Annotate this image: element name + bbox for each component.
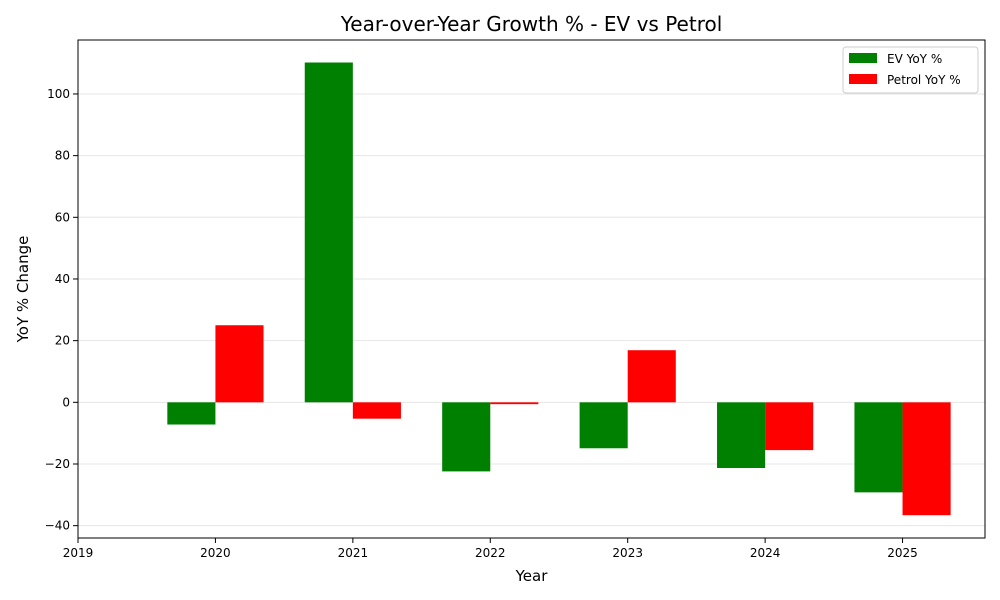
legend-swatch	[849, 53, 877, 63]
petrol-bar-2021	[352, 402, 401, 419]
ev-bar-2024	[717, 402, 766, 469]
y-tick-label: 80	[55, 149, 70, 163]
bars	[167, 62, 951, 516]
petrol-bar-2020	[215, 325, 264, 403]
y-tick-label: 100	[47, 87, 70, 101]
y-axis-label: YoY % Change	[14, 236, 32, 344]
petrol-bar-2025	[902, 402, 951, 516]
legend: EV YoY % Petrol YoY %	[842, 46, 979, 94]
plot-frame	[77, 39, 986, 539]
ev-bar-2022	[442, 402, 491, 472]
y-tick-label: −40	[45, 519, 70, 533]
y-tick-label: 20	[55, 334, 70, 348]
y-tick-label: 40	[55, 272, 70, 286]
petrol-bar-2022	[490, 402, 539, 405]
x-tick-label: 2021	[338, 546, 369, 560]
petrol-bar-2023	[627, 350, 676, 403]
legend-label: EV YoY %	[887, 52, 942, 66]
x-tick-label: 2025	[887, 546, 918, 560]
y-tick-label: −20	[45, 457, 70, 471]
x-tick-label: 2020	[200, 546, 231, 560]
x-tick-label: 2019	[63, 546, 94, 560]
ev-bar-2025	[854, 402, 903, 493]
ev-bar-2023	[579, 402, 628, 449]
x-axis-label: Year	[515, 567, 549, 585]
x-tick-label: 2023	[612, 546, 643, 560]
legend-swatch	[849, 74, 877, 84]
legend-label: Petrol YoY %	[887, 73, 961, 87]
chart-title: Year-over-Year Growth % - EV vs Petrol	[340, 12, 723, 36]
y-tick-label: 60	[55, 210, 70, 224]
x-tick-label: 2024	[750, 546, 781, 560]
ticks: 2019 2020 2021 2022 2023 2024 2025 −40 −20 0 20 40 6…	[45, 87, 918, 560]
x-tick-label: 2022	[475, 546, 506, 560]
y-tick-label: 0	[62, 395, 70, 409]
ev-bar-2021	[304, 62, 353, 403]
ev-bar-2020	[167, 402, 216, 425]
petrol-bar-2024	[765, 402, 814, 451]
